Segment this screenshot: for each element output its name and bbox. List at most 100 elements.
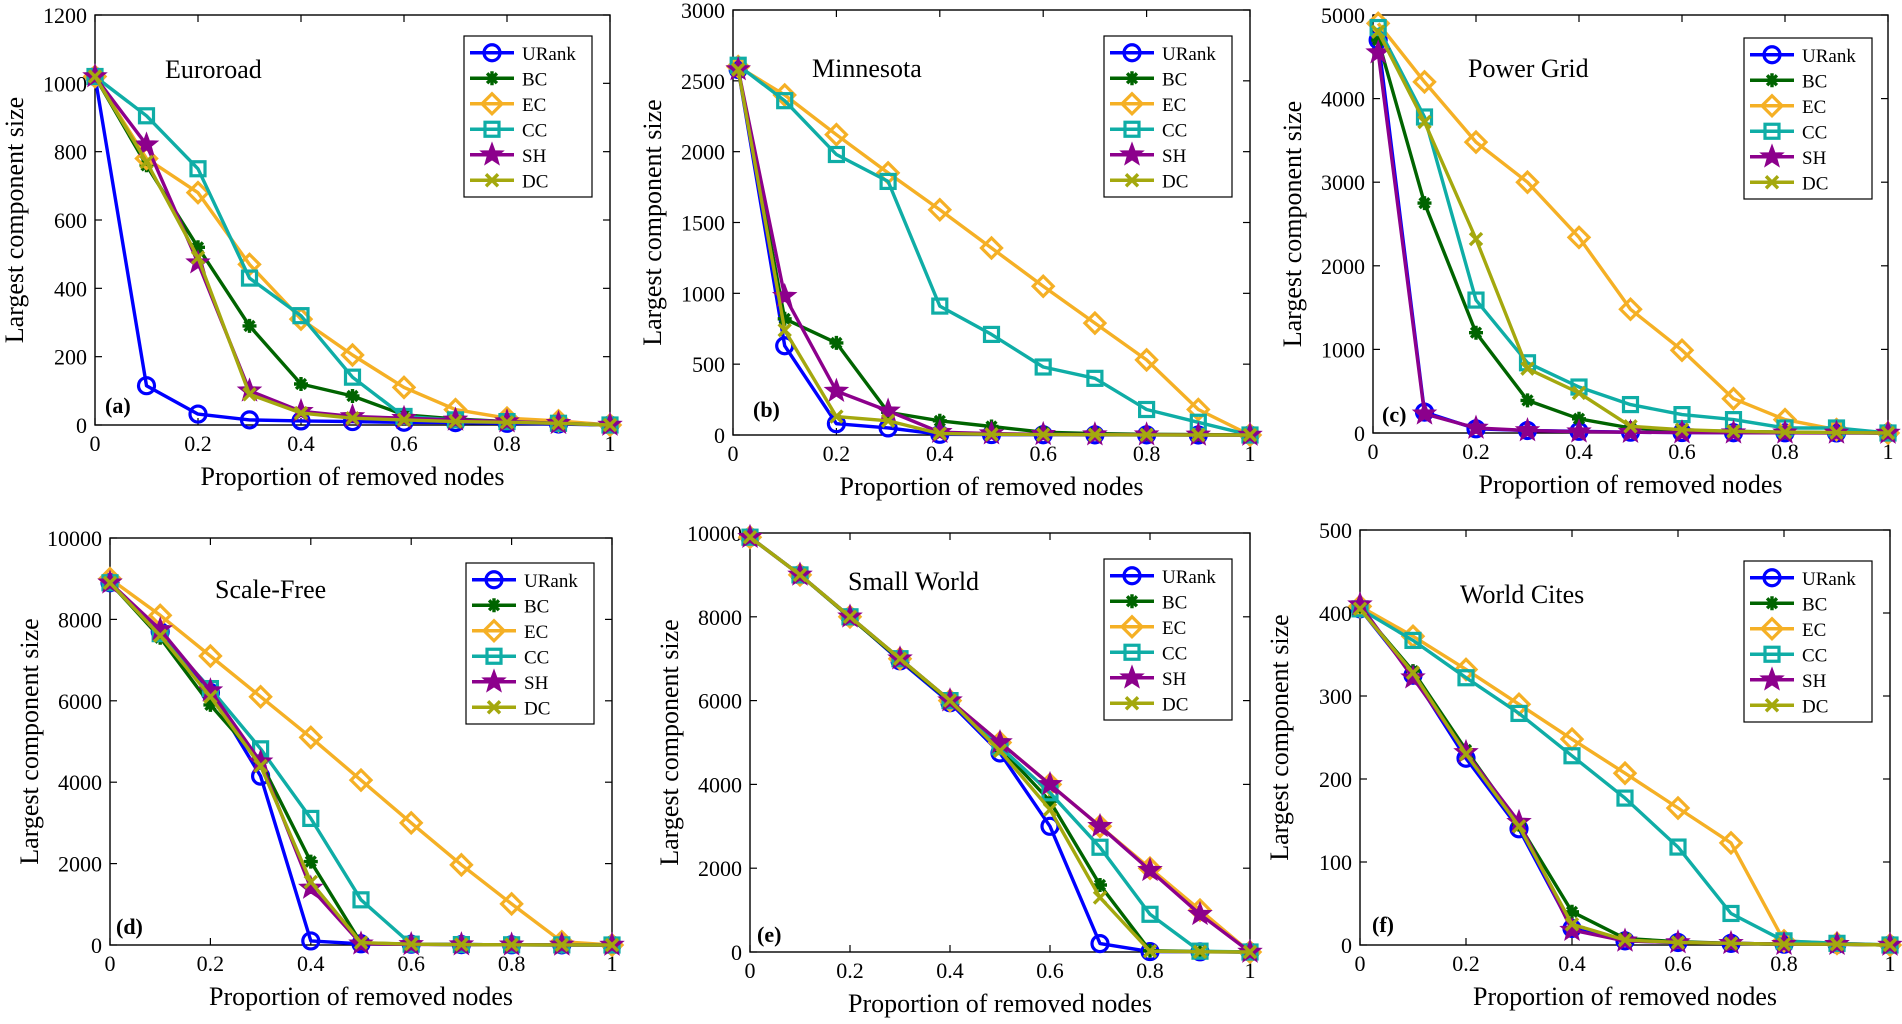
panel-tag: (d) (116, 914, 143, 939)
legend-marker-DC (1124, 173, 1140, 188)
data-point-SH (442, 406, 469, 431)
legend-box (1103, 35, 1233, 198)
data-point-SH (875, 397, 901, 422)
legend-marker-EC (481, 618, 507, 644)
data-point-URank (1090, 934, 1110, 954)
legend-entry-CC: CC (524, 647, 549, 668)
y-tick-label: 0 (714, 423, 725, 448)
data-point-SH (1411, 400, 1438, 425)
data-point-DC (1458, 746, 1474, 762)
legend-entry-CC: CC (1162, 643, 1187, 664)
x-axis-label: Proportion of removed nodes (1478, 470, 1782, 499)
x-tick-label: 0.2 (197, 951, 225, 976)
y-tick-label: 200 (54, 345, 87, 370)
x-tick-label: 0.6 (1036, 958, 1064, 983)
x-tick-label: 0.4 (926, 441, 954, 466)
panel-title: Small World (848, 567, 979, 596)
y-tick-label: 5000 (1321, 3, 1365, 28)
data-point-BC (191, 240, 205, 255)
data-point-DC (942, 693, 958, 708)
legend-box (1103, 558, 1233, 721)
legend-entry-EC: EC (522, 95, 546, 116)
legend-marker-CC (1123, 643, 1141, 661)
data-point-BC (777, 311, 792, 326)
panel-title: World Cites (1460, 580, 1584, 609)
data-point-DC (1035, 427, 1051, 442)
legend-entry-EC: EC (1162, 618, 1186, 639)
panel-tag: (c) (1382, 402, 1406, 427)
panel-title: Minnesota (812, 54, 922, 83)
series-line-CC (1376, 26, 1889, 435)
data-point-DC (602, 417, 618, 433)
x-tick-label: 0.8 (493, 431, 521, 456)
panel-tag: (b) (753, 397, 780, 422)
legend-entry-BC: BC (522, 69, 547, 90)
y-tick-label: 200 (1319, 767, 1352, 792)
data-point-DC (1880, 425, 1896, 441)
y-tick-label: 8000 (58, 607, 102, 632)
x-tick-label: 0.2 (1452, 951, 1480, 976)
data-point-DC (345, 410, 360, 426)
legend-marker-DC (1124, 696, 1140, 711)
data-point-EC (398, 810, 424, 836)
data-point-DC (1564, 917, 1580, 932)
data-point-SH (1400, 664, 1426, 689)
data-point-BC (303, 854, 318, 869)
x-axis-label: Proportion of removed nodes (209, 982, 513, 1011)
data-point-DC (730, 62, 746, 77)
data-point-CC (1137, 400, 1156, 419)
data-point-DC (554, 937, 570, 953)
data-point-URank (301, 931, 321, 951)
data-point-DC (551, 416, 566, 431)
legend-entry-BC: BC (1802, 71, 1827, 92)
legend-entry-DC: DC (524, 698, 550, 719)
y-tick-label: 6000 (698, 689, 742, 714)
y-tick-label: 0 (731, 940, 742, 965)
data-point-DC (102, 575, 118, 590)
x-tick-label: 0.6 (1029, 441, 1057, 466)
data-point-EC (449, 852, 474, 878)
series-line-EC (108, 577, 613, 947)
data-point-SH (987, 729, 1013, 754)
x-tick-label: 0.8 (498, 951, 526, 976)
y-tick-label: 1500 (681, 211, 725, 236)
data-point-EC (1721, 386, 1746, 411)
y-tick-label: 2500 (681, 69, 725, 94)
legend-marker-URank (484, 570, 504, 590)
legend-entry-URank: URank (524, 571, 578, 592)
legend: URank BC EC CC SH DC (1103, 558, 1233, 721)
legend-entry-BC: BC (1802, 594, 1827, 615)
data-point-EC (1665, 795, 1691, 821)
data-point-DC (353, 935, 369, 950)
y-tick-label: 4000 (58, 770, 102, 795)
data-point-DC (1092, 890, 1108, 905)
legend-entry-SH: SH (524, 673, 549, 694)
data-point-DC (1417, 114, 1432, 130)
data-point-EC (298, 725, 324, 750)
y-tick-label: 4000 (698, 772, 742, 797)
data-point-DC (1242, 944, 1258, 960)
data-point-DC (1139, 427, 1154, 443)
data-point-DC (1242, 427, 1258, 443)
data-point-DC (1617, 932, 1633, 948)
x-tick-label: 0 (1355, 951, 1366, 976)
x-tick-label: 0.8 (1136, 958, 1164, 983)
legend-entry-DC: DC (1162, 171, 1188, 192)
data-point-EC (1030, 273, 1056, 299)
series-DC (742, 529, 1258, 960)
data-point-DC (1670, 935, 1686, 950)
data-point-EC (198, 643, 223, 669)
panel-title: Power Grid (1468, 54, 1589, 83)
data-point-CC (1616, 789, 1634, 807)
data-point-DC (454, 937, 469, 952)
legend-entry-SH: SH (1802, 671, 1827, 692)
x-tick-label: 0.2 (1462, 439, 1490, 464)
data-point-EC (1515, 169, 1540, 195)
data-point-EC (1186, 397, 1211, 422)
data-point-BC (345, 389, 360, 403)
series-line-CC (1359, 607, 1891, 947)
legend-marker-URank (1762, 45, 1782, 65)
y-tick-label: 4000 (1321, 87, 1365, 112)
legend-marker-EC (1759, 93, 1785, 119)
data-point-CC (240, 269, 259, 287)
